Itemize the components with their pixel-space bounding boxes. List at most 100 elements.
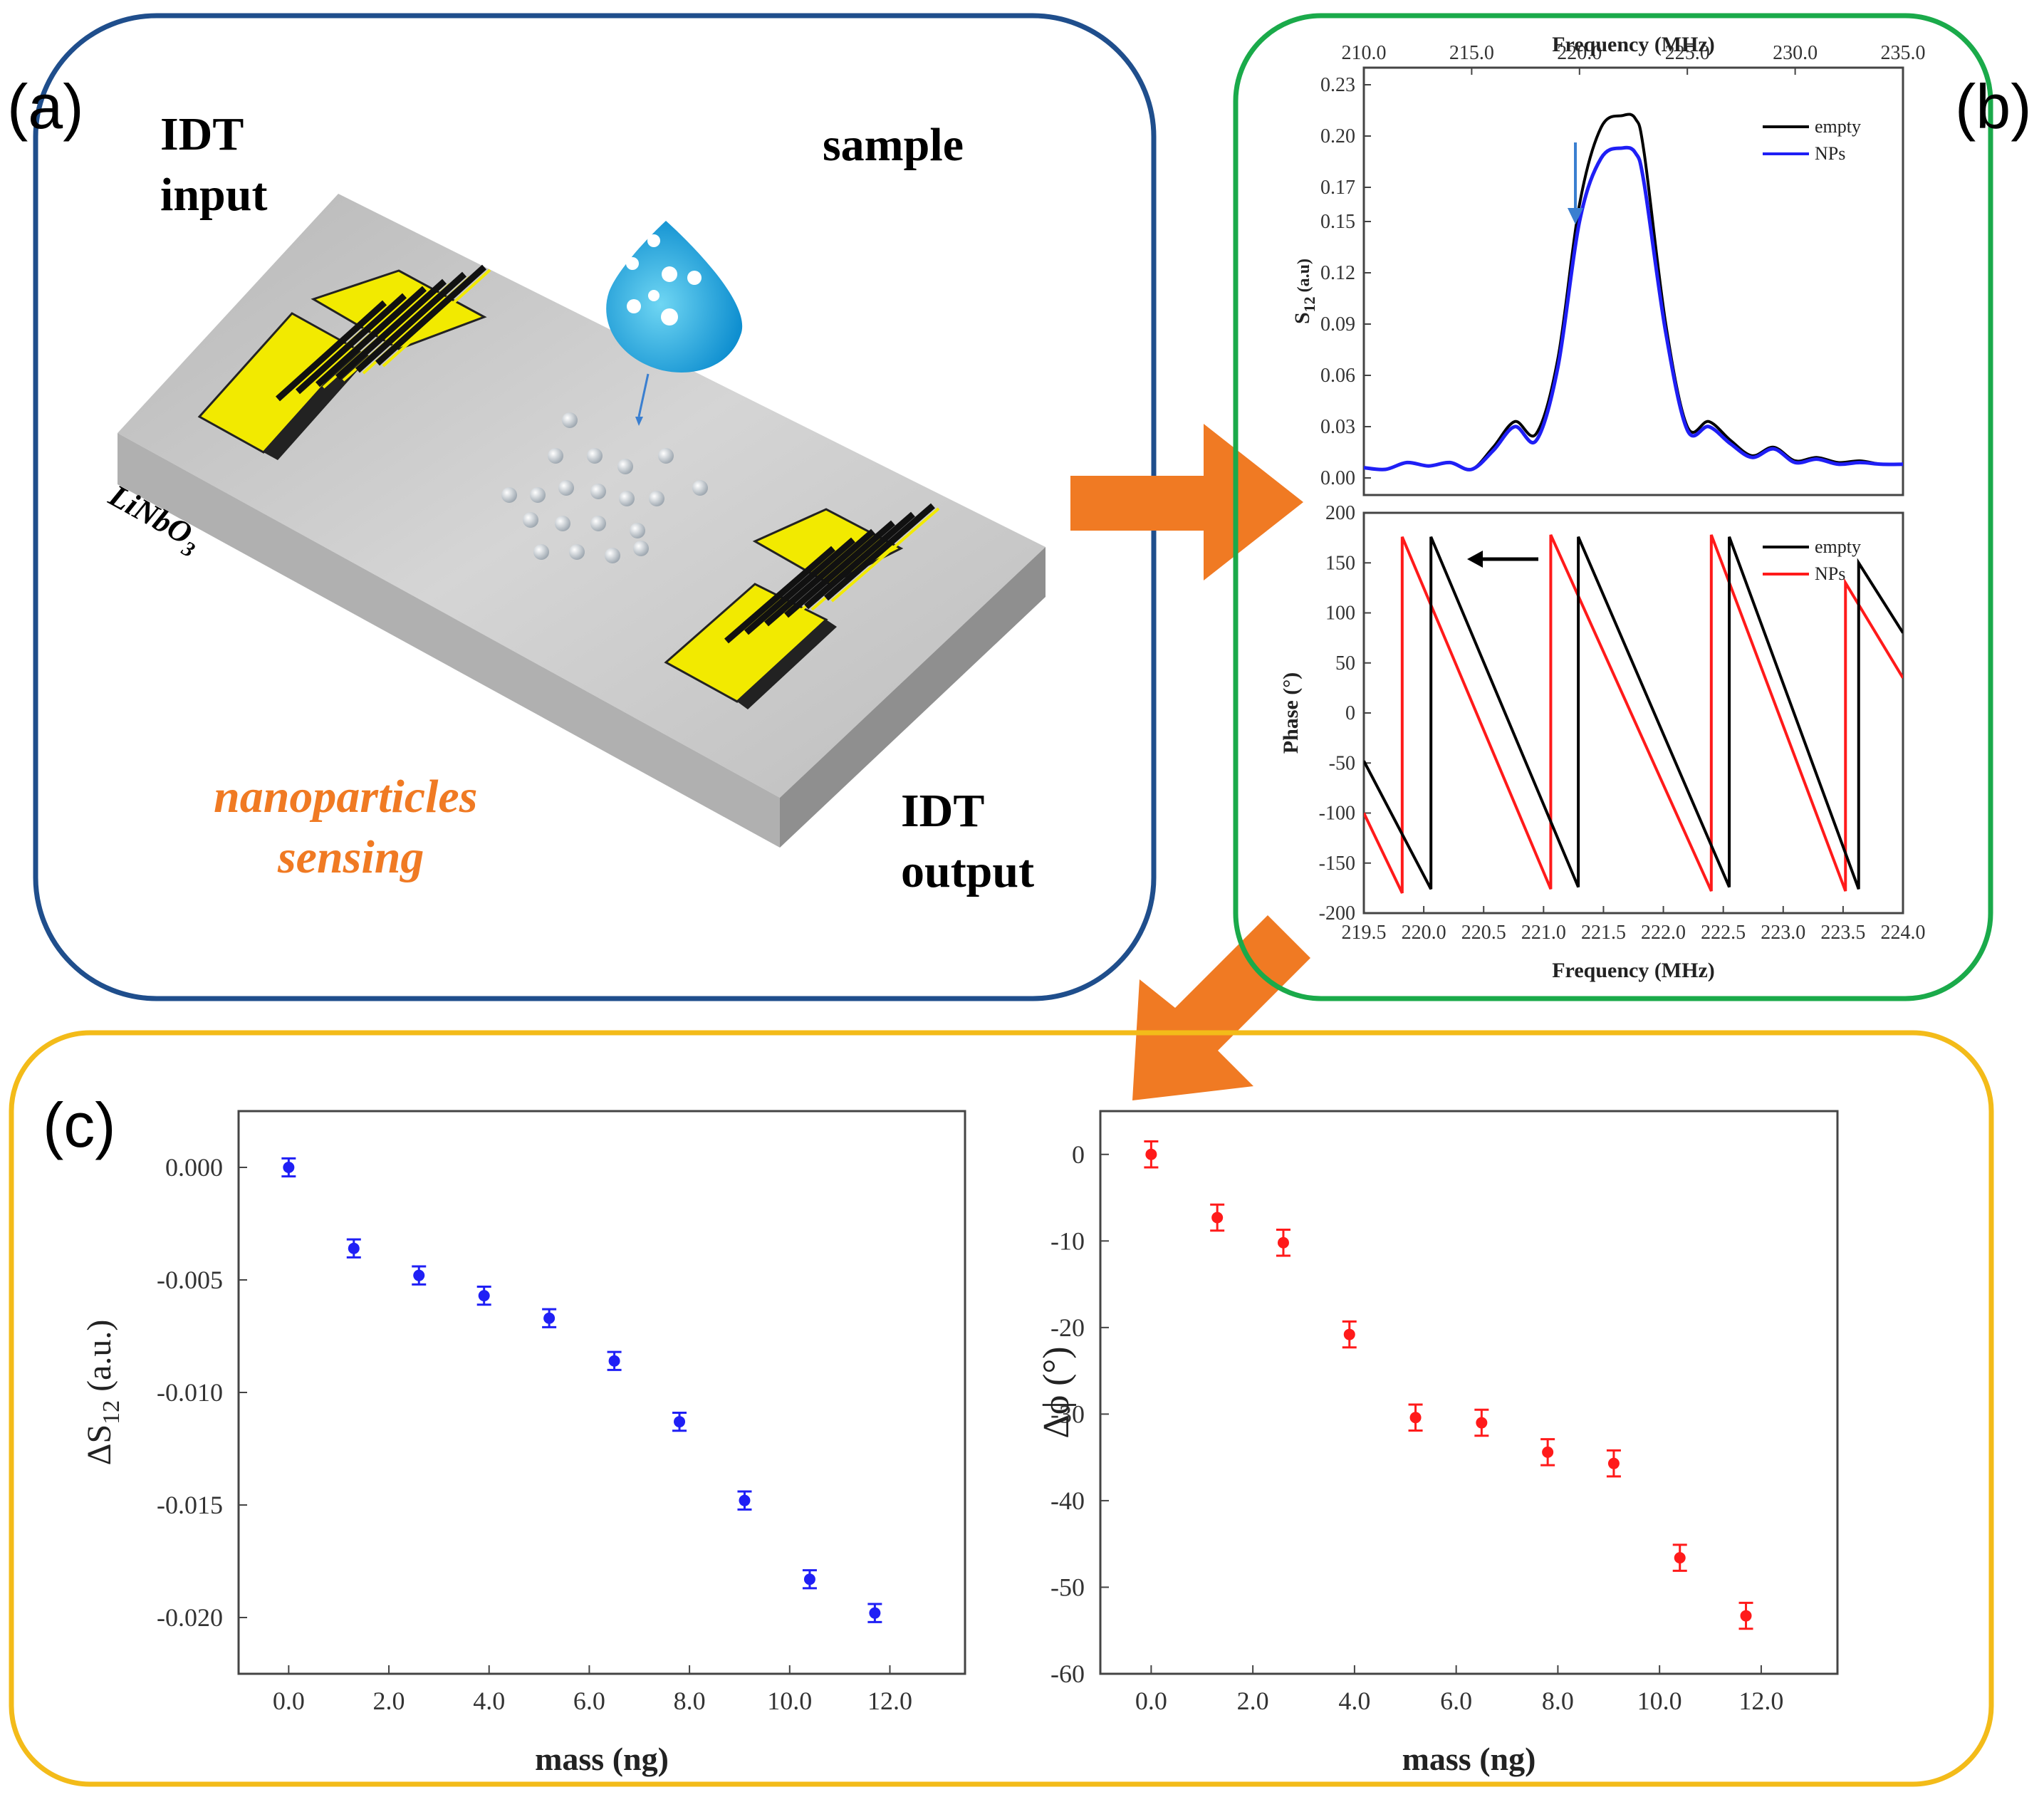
x-tick-label: 4.0 xyxy=(1338,1687,1370,1715)
idt-output-line2: output xyxy=(901,845,1034,897)
data-point xyxy=(803,1573,815,1585)
x-tick-label: 220.0 xyxy=(1402,922,1446,944)
y-tick-label: -50 xyxy=(1050,1573,1085,1601)
x-tick-label: 10.0 xyxy=(767,1687,812,1715)
panel-b-frame xyxy=(1233,13,1993,1001)
y-tick-label: -0.010 xyxy=(157,1378,223,1407)
data-point xyxy=(1409,1412,1422,1424)
data-point xyxy=(1607,1457,1620,1469)
substrate-left-face xyxy=(118,433,780,848)
y-tick-label: 0.15 xyxy=(1320,211,1355,233)
legend-label: empty xyxy=(1815,536,1861,557)
legend-label: empty xyxy=(1815,116,1861,137)
x-axis-title: Frequency (MHz) xyxy=(1552,959,1715,982)
x-tick-label: 0.0 xyxy=(273,1687,305,1715)
nanoparticle xyxy=(692,480,708,496)
idt-finger xyxy=(335,278,447,380)
data-point xyxy=(1343,1328,1355,1340)
x-tick-label: 12.0 xyxy=(867,1687,912,1715)
data-point xyxy=(543,1312,556,1324)
nanoparticle xyxy=(530,487,546,503)
delta-s12-chart: 0.0 2.0 4.0 6.0 8.0 10.0 12.0 0.000 -0.005 -0.010… xyxy=(80,1110,966,1777)
x-tick-label: 0.0 xyxy=(1135,1687,1167,1715)
x-tick-label: 221.5 xyxy=(1581,922,1626,944)
nanoparticle xyxy=(533,544,549,560)
y-tick-label: 200 xyxy=(1325,502,1355,524)
panel-a-label: (a) xyxy=(7,71,84,142)
data-point xyxy=(739,1494,751,1506)
x-tick-label: 220.5 xyxy=(1461,922,1506,944)
s12-spectrum-chart: 210.0 215.0 220.0 225.0 230.0 235.0 0.00 0.03 0.… xyxy=(1290,33,1926,496)
x-tick-label: 221.0 xyxy=(1521,922,1566,944)
x-tick-label: 225.0 xyxy=(1665,42,1710,64)
data-point xyxy=(869,1607,881,1619)
series-line-nps xyxy=(1364,534,1903,894)
idt-finger xyxy=(295,293,407,395)
y-tick-label: -200 xyxy=(1319,902,1355,925)
x-tick-label: 210.0 xyxy=(1342,42,1387,64)
y-axis-title: S12 (a.u) xyxy=(1290,259,1318,324)
nanoparticle xyxy=(633,541,649,556)
nanoparticle xyxy=(558,480,574,496)
y-tick-label: -0.015 xyxy=(157,1491,223,1519)
nanoparticle xyxy=(617,459,633,474)
data-point xyxy=(1674,1552,1686,1564)
x-tick-label: 223.0 xyxy=(1761,922,1805,944)
nanoparticle xyxy=(605,548,620,563)
data-point xyxy=(1145,1148,1157,1160)
shift-arrow-head xyxy=(1467,551,1483,568)
x-tick-label: 222.5 xyxy=(1701,922,1746,944)
idt-output-electrode xyxy=(664,503,940,709)
decrease-arrow-head xyxy=(1568,208,1583,224)
nanoparticle xyxy=(590,516,606,531)
idt-input-line2: input xyxy=(160,169,267,221)
idt-finger xyxy=(275,300,387,402)
y-tick-label: -150 xyxy=(1319,853,1355,875)
idt-finger-highlight xyxy=(830,507,940,603)
nanoparticle xyxy=(501,487,517,503)
arrow-a-to-b xyxy=(1070,424,1303,580)
nanoparticle xyxy=(630,523,645,538)
nanoparticle xyxy=(587,448,603,464)
x-tick-label: 222.0 xyxy=(1641,922,1686,944)
y-tick-label: -0.020 xyxy=(157,1603,223,1632)
x-tick-label: 223.5 xyxy=(1820,922,1865,944)
data-point xyxy=(1740,1610,1752,1622)
plot-frame xyxy=(1362,66,1904,496)
panel-b-label: (b) xyxy=(1955,71,2032,142)
nanoparticle xyxy=(590,484,606,499)
series-line-nps xyxy=(1363,145,1904,472)
y-tick-label: 0.00 xyxy=(1320,467,1355,489)
y-tick-label: -60 xyxy=(1050,1660,1085,1688)
x-tick-label: 10.0 xyxy=(1637,1687,1682,1715)
x-tick-label: 219.5 xyxy=(1342,922,1387,944)
plot-frame xyxy=(237,1110,966,1675)
y-tick-label: 0.17 xyxy=(1320,177,1355,199)
idt-finger xyxy=(824,503,935,601)
delta-phi-chart: 0.0 2.0 4.0 6.0 8.0 10.0 12.0 0 -10 -20 -30 -40 -50 -… xyxy=(1036,1110,1839,1777)
series-line-empty xyxy=(1364,536,1903,890)
nanoparticle-cluster xyxy=(501,412,708,563)
sample-label: sample xyxy=(823,119,964,171)
nanoparticle xyxy=(555,516,570,531)
idt-finger xyxy=(744,537,855,635)
data-point xyxy=(283,1162,295,1173)
x-tick-label: 220.0 xyxy=(1557,42,1602,64)
x-tick-label: 230.0 xyxy=(1773,42,1818,64)
data-point xyxy=(413,1269,425,1281)
y-tick-label: 50 xyxy=(1335,652,1355,675)
x-tick-label: 2.0 xyxy=(1237,1687,1269,1715)
y-tick-label: -100 xyxy=(1319,803,1355,825)
x-tick-label: 224.0 xyxy=(1881,922,1926,944)
y-tick-label: 0.03 xyxy=(1320,416,1355,438)
y-tick-label: -50 xyxy=(1329,752,1355,774)
y-tick-label: 0.23 xyxy=(1320,74,1355,96)
x-axis-title: mass (ng) xyxy=(1402,1741,1536,1777)
y-tick-label: -20 xyxy=(1050,1313,1085,1342)
x-tick-label: 215.0 xyxy=(1449,42,1494,64)
nanoparticle xyxy=(658,448,674,464)
x-tick-label: 2.0 xyxy=(373,1687,405,1715)
y-tick-label: 0.000 xyxy=(165,1153,223,1182)
series-line-empty xyxy=(1363,113,1904,472)
idt-finger xyxy=(804,511,915,610)
